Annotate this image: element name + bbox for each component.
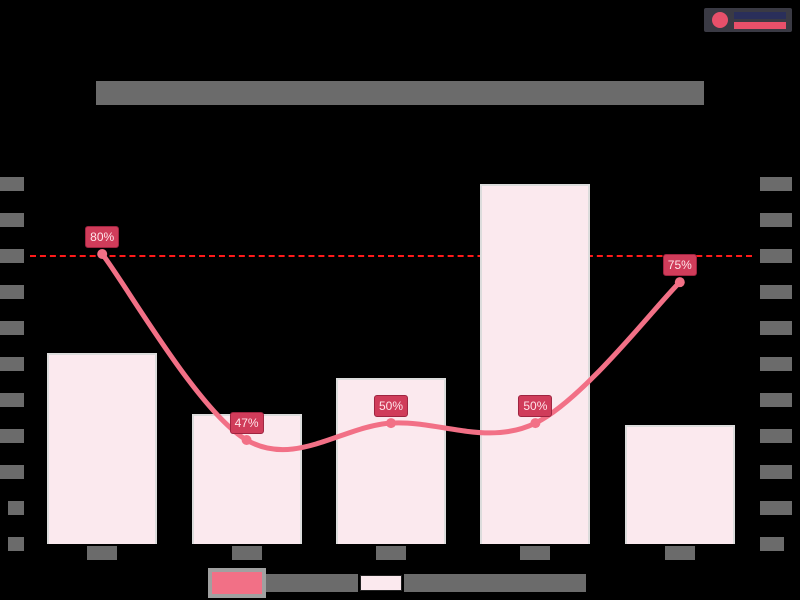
line-point bbox=[97, 249, 108, 259]
left-axis-tick bbox=[0, 393, 24, 407]
data-label: 75% bbox=[662, 254, 697, 277]
x-axis-label bbox=[376, 546, 406, 560]
x-axis-label bbox=[520, 546, 551, 560]
data-label: 47% bbox=[229, 412, 264, 434]
line-point bbox=[530, 418, 541, 429]
right-axis-tick bbox=[760, 429, 792, 443]
left-axis-tick bbox=[0, 429, 24, 443]
logo-text-top bbox=[734, 12, 786, 19]
x-axis-label bbox=[664, 546, 695, 560]
x-axis-label bbox=[231, 546, 262, 560]
right-axis-tick bbox=[760, 213, 792, 227]
bar bbox=[47, 353, 158, 544]
right-axis-tick bbox=[760, 501, 792, 515]
data-label: 80% bbox=[85, 226, 120, 248]
data-label: 50% bbox=[518, 395, 553, 418]
legend-label-line bbox=[266, 574, 358, 592]
legend bbox=[208, 568, 586, 598]
legend-line-swatch bbox=[208, 568, 266, 598]
logo-mark-icon bbox=[712, 12, 728, 28]
line-point bbox=[241, 435, 252, 445]
x-axis-label bbox=[87, 546, 118, 560]
data-label: 50% bbox=[373, 395, 409, 418]
legend-label-bar bbox=[404, 574, 586, 592]
left-axis-tick bbox=[0, 177, 24, 191]
left-axis-tick bbox=[8, 537, 24, 551]
target-reference-line bbox=[30, 255, 752, 257]
left-axis-tick bbox=[0, 465, 24, 479]
right-axis-tick bbox=[760, 537, 784, 551]
line-series bbox=[97, 249, 685, 453]
plot-area: 80% 47% 50% 50% 75% bbox=[30, 184, 752, 544]
chart-title bbox=[96, 81, 704, 105]
right-axis-tick bbox=[760, 285, 792, 299]
left-axis-tick bbox=[8, 501, 24, 515]
right-axis-tick bbox=[760, 357, 792, 371]
line-point bbox=[386, 418, 396, 429]
left-axis-tick bbox=[0, 213, 24, 227]
right-axis-tick bbox=[760, 321, 792, 335]
right-axis-tick bbox=[760, 465, 792, 479]
left-axis-tick bbox=[0, 249, 24, 263]
line-point bbox=[674, 277, 685, 288]
right-axis-tick bbox=[760, 249, 792, 263]
left-axis-tick bbox=[0, 285, 24, 299]
logo-text-bottom bbox=[734, 22, 786, 29]
left-axis-tick bbox=[0, 321, 24, 335]
bar bbox=[480, 184, 591, 544]
legend-bar-swatch bbox=[360, 575, 402, 591]
left-axis-tick bbox=[0, 357, 24, 371]
right-axis-tick bbox=[760, 177, 792, 191]
brand-logo bbox=[704, 8, 792, 32]
bar bbox=[624, 425, 735, 544]
right-axis-tick bbox=[760, 393, 792, 407]
